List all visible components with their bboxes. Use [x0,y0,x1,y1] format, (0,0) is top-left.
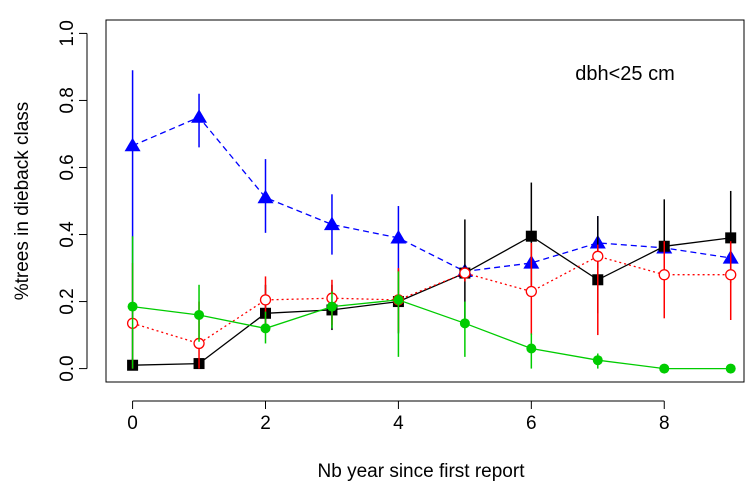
chart-annotation: dbh<25 cm [575,63,675,85]
data-point [593,355,603,365]
data-point [659,270,669,280]
y-tick-label: 1.0 [57,20,78,46]
data-point [726,364,736,374]
data-point [526,231,537,242]
x-tick-label: 8 [659,413,670,434]
x-tick-label: 2 [260,413,271,434]
data-point [327,302,337,312]
data-point [128,302,138,312]
data-point [194,310,204,320]
data-point [460,318,470,328]
x-axis-label: Nb year since first report [318,461,526,482]
data-point [593,251,603,261]
data-point [261,323,271,333]
y-axis-label: %trees in dieback class [12,102,33,301]
data-point [526,287,536,297]
data-point [659,364,669,374]
data-point [526,343,536,353]
y-tick-label: 0.2 [57,288,78,314]
x-tick-label: 4 [393,413,404,434]
data-point [726,270,736,280]
y-tick-label: 0.0 [57,355,78,381]
data-point [460,268,470,278]
y-tick-label: 0.4 [57,221,78,248]
x-tick-label: 0 [127,413,138,434]
data-point [393,295,403,305]
x-tick-label: 6 [526,413,537,434]
y-tick-label: 0.8 [57,87,78,113]
y-tick-label: 0.6 [57,154,78,180]
data-point [261,295,271,305]
